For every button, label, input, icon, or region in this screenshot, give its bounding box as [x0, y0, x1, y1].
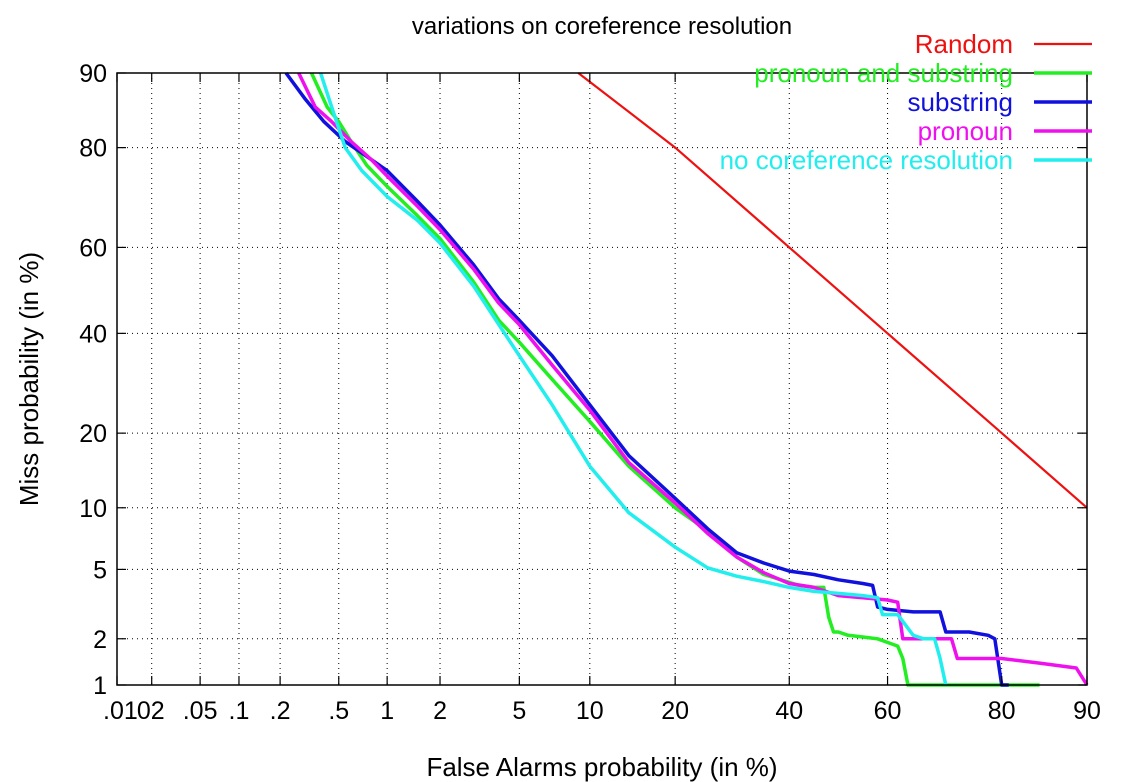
y-tick-label: 40	[79, 320, 107, 348]
series-lines	[284, 71, 1089, 687]
x-tick-label: 2	[433, 697, 447, 725]
x-tick-label: 80	[988, 697, 1016, 725]
legend-label-pronoun-and-substring: pronoun and substring	[754, 58, 1013, 88]
y-tick-label: 60	[79, 234, 107, 262]
series-line-random	[577, 72, 1088, 509]
legend-label-no-coreference-resolution: no coreference resolution	[720, 145, 1013, 175]
legend-label-substring: substring	[908, 87, 1014, 117]
x-tick-label: .5	[328, 697, 349, 725]
x-tick-label: 90	[1073, 697, 1101, 725]
x-tick-label: 1	[380, 697, 394, 725]
x-tick-label: 5	[512, 697, 526, 725]
x-tick-label: 60	[874, 697, 902, 725]
y-tick-label: 20	[79, 420, 107, 448]
x-tick-label: 02	[137, 697, 165, 725]
x-tick-label: 10	[576, 697, 604, 725]
chart-title: variations on coreference resolution	[412, 13, 792, 40]
legend-label-random: Random	[915, 29, 1013, 59]
y-tick-label: 2	[93, 626, 107, 654]
y-tick-label: 10	[79, 495, 107, 523]
x-tick-label: .01	[103, 697, 138, 725]
series-line-pronoun	[297, 72, 1089, 686]
tick-marks	[116, 72, 1088, 686]
x-tick-label: 40	[775, 697, 803, 725]
legend-label-pronoun: pronoun	[918, 116, 1013, 146]
x-axis-label: False Alarms probability (in %)	[426, 752, 777, 782]
x-tick-label: 20	[661, 697, 689, 725]
plot-frame	[116, 72, 1088, 686]
x-tick-label: .2	[270, 697, 291, 725]
x-tick-label: .1	[229, 697, 250, 725]
y-tick-label: 5	[93, 556, 107, 584]
series-line-substring	[284, 71, 1009, 687]
x-tick-labels: .01 02 .05 .1 .2 .5 1 2 5 10 20 40 60 80 90	[103, 697, 1101, 725]
y-tick-labels: 1 2 5 10 20 40 60 80 90	[79, 60, 107, 700]
y-tick-label: 90	[79, 60, 107, 88]
y-tick-label: 80	[79, 135, 107, 163]
y-axis-label: Miss probability (in %)	[14, 252, 44, 506]
series-line-no-coreference-resolution	[318, 72, 948, 686]
y-tick-label: 1	[93, 672, 107, 700]
x-tick-label: .05	[183, 697, 218, 725]
